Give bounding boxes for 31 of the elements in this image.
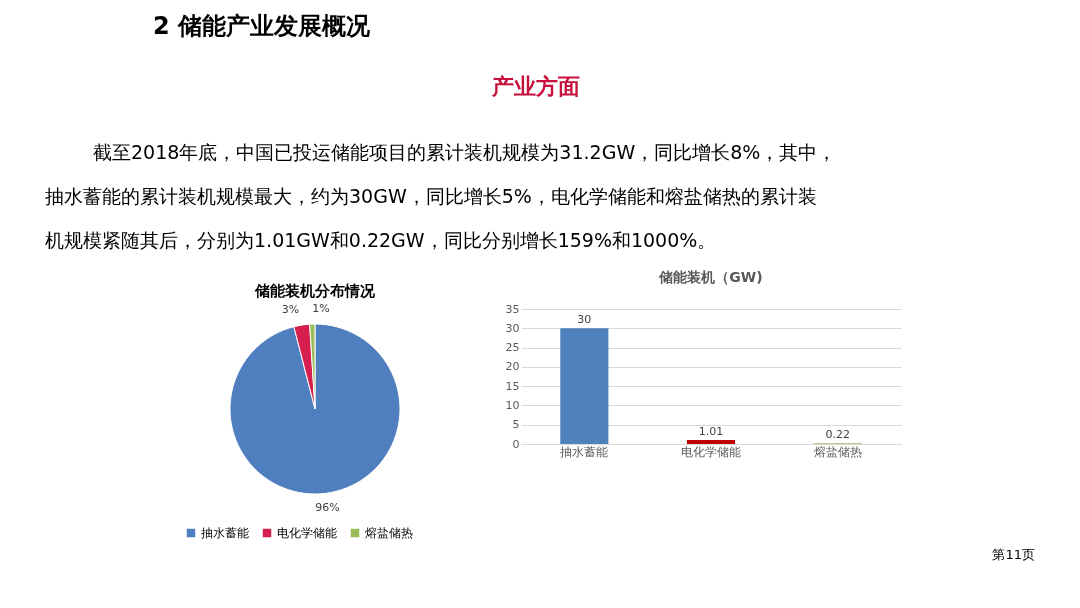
data-label: 96%	[315, 501, 340, 515]
y-tick-label: 20	[505, 360, 520, 374]
chart-title: 储能装机（GW)	[658, 269, 763, 285]
legend-label: 熔盐储热	[365, 526, 413, 540]
text: 截至2018年底，中国已投运储能项目的累计装机规模为31.2GW，同比增长8%，其中，	[93, 141, 837, 163]
y-tick-label: 5	[512, 418, 520, 432]
data-label: 1.01	[698, 425, 724, 439]
text: 产业方面	[491, 74, 580, 99]
text: 2 储能产业发展概况	[153, 12, 372, 40]
text: 第11页	[992, 547, 1035, 562]
legend-label: 电化学储能	[277, 526, 337, 540]
x-tick-label: 抽水蓄能	[560, 444, 609, 459]
text: 机规模紧随其后，分别为1.01GW和0.22GW，同比分别增长159%和1000%。	[45, 229, 717, 251]
pie-slice	[229, 323, 401, 495]
legend-label: 抽水蓄能	[201, 526, 249, 540]
x-tick-label: 熔盐储热	[813, 444, 862, 459]
text: 抽水蓄能的累计装机规模最大，约为30GW，同比增长5%，电化学储能和熔盐储热的累计装	[45, 185, 817, 207]
y-tick-label: 35	[505, 302, 520, 316]
bar	[560, 328, 609, 444]
data-label: 0.22	[825, 428, 850, 442]
y-tick-label: 0	[512, 437, 520, 451]
bar	[686, 440, 736, 444]
y-tick-label: 25	[505, 341, 520, 355]
y-tick-label: 30	[505, 321, 520, 335]
data-label: 3%	[281, 303, 300, 317]
data-label: 30	[577, 313, 592, 327]
x-tick-label: 电化学储能	[681, 444, 741, 459]
y-tick-label: 10	[505, 398, 520, 412]
y-tick-label: 15	[505, 379, 520, 393]
chart-title: 储能装机分布情况	[254, 282, 376, 301]
data-label: 1%	[312, 302, 330, 316]
